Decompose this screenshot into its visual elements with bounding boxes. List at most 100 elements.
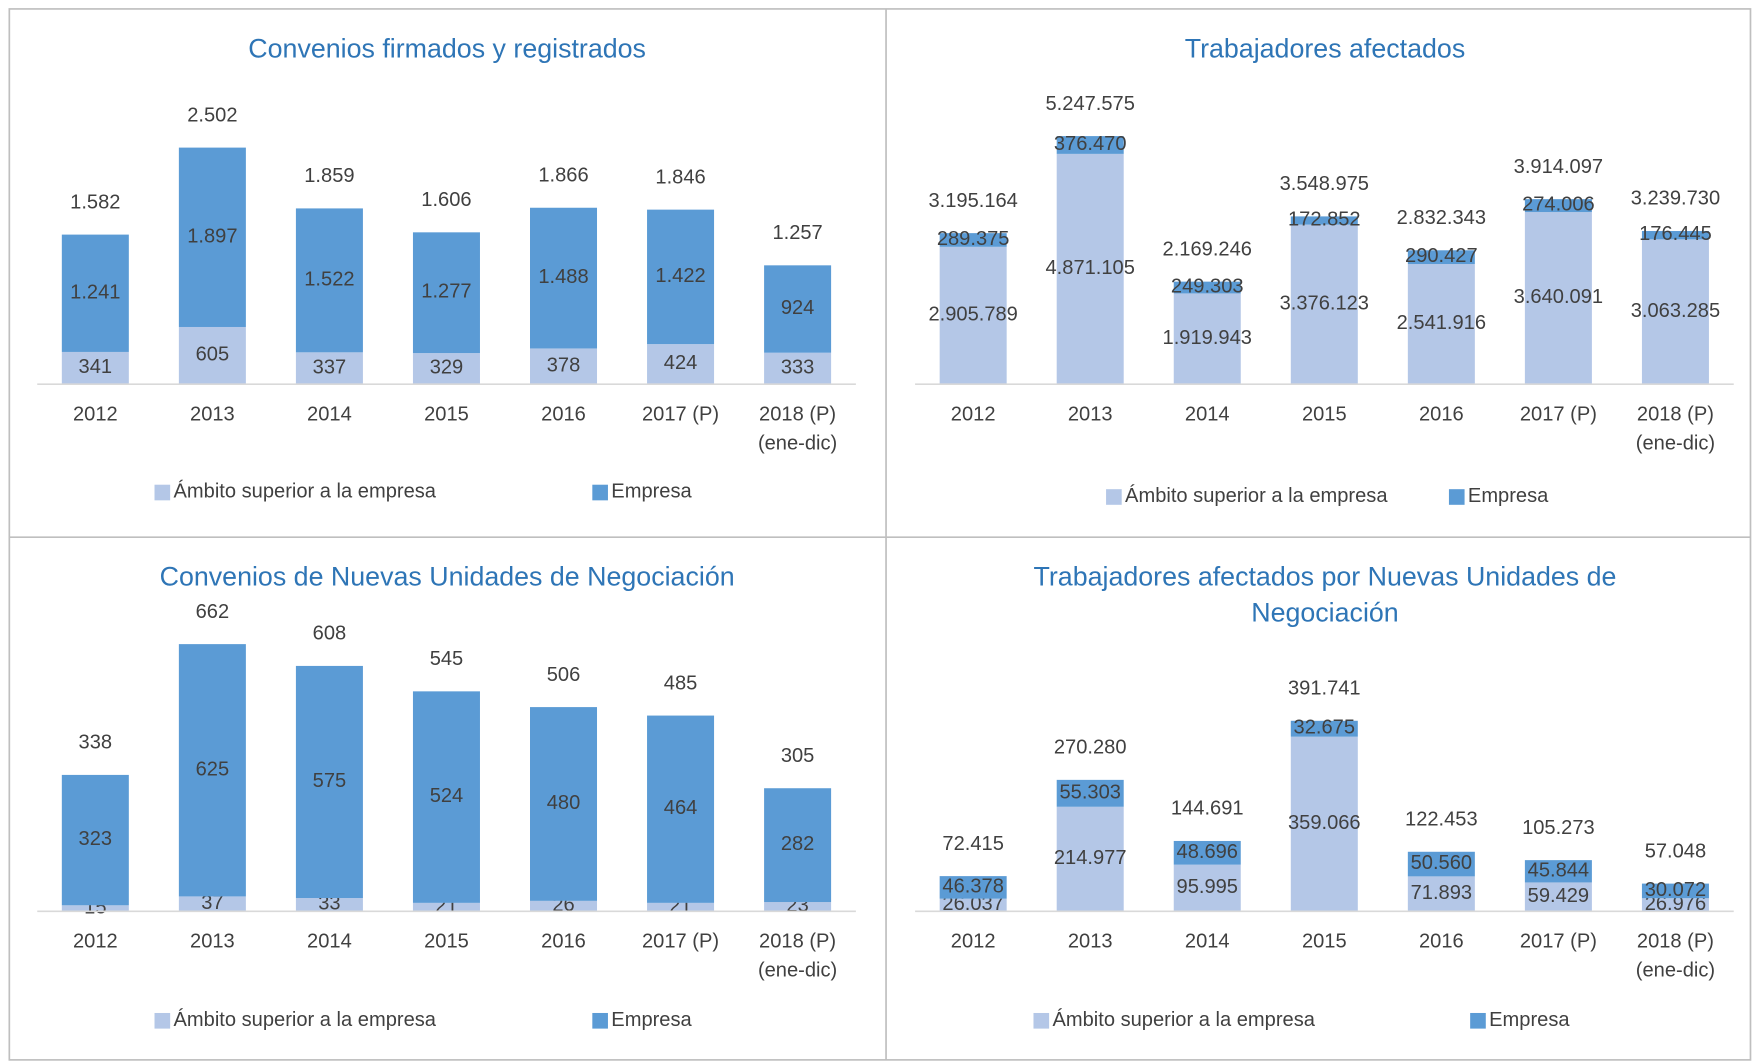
total-label: 506 (547, 664, 581, 686)
data-label: 341 (79, 356, 113, 378)
x-tick-label: 2015 (1302, 931, 1347, 953)
legend-label: Empresa (1468, 485, 1549, 507)
data-label: 4.871.105 (1046, 257, 1135, 279)
bar-segment (530, 348, 598, 385)
bar-segment (1173, 293, 1241, 385)
bar-segment (1056, 153, 1124, 385)
legend-label: Empresa (611, 481, 692, 503)
x-tick-label: 2013 (190, 931, 235, 953)
bar-segment (61, 351, 129, 385)
data-label: 924 (781, 297, 815, 319)
bar-segment (764, 902, 832, 912)
frame (8, 8, 1752, 1061)
x-tick-label: 2014 (1185, 931, 1230, 953)
data-label: 1.919.943 (1163, 327, 1252, 349)
bar-segment (1290, 736, 1358, 912)
data-label: 625 (196, 759, 230, 781)
data-label: 1.241 (70, 282, 120, 304)
data-label: 274.006 (1522, 194, 1595, 216)
bar-segment (1407, 250, 1475, 265)
bar-segment (1056, 136, 1124, 154)
x-tick-label: 2017 (P) (1520, 931, 1597, 953)
bar-segment (178, 644, 246, 897)
total-label: 122.453 (1405, 809, 1478, 831)
bar-segment (764, 265, 832, 353)
data-label: 575 (313, 770, 347, 792)
data-label: 337 (313, 357, 347, 379)
data-label: 45.844 (1528, 860, 1589, 882)
data-label: 55.303 (1059, 782, 1120, 804)
data-label: 176.445 (1639, 224, 1712, 246)
bar-segment (647, 715, 715, 903)
chart-title: Trabajadores afectados (1185, 33, 1466, 63)
legend-label: Empresa (1489, 1009, 1570, 1031)
bar-segment (939, 876, 1007, 899)
bar-segment (1524, 199, 1592, 213)
legend-swatch (592, 484, 608, 501)
total-label: 2.169.246 (1163, 239, 1252, 261)
chart-title: Trabajadores afectados por Nuevas Unidad… (1034, 562, 1617, 628)
data-label: 464 (664, 798, 698, 820)
data-label: 1.422 (655, 265, 705, 287)
bar-segment (295, 665, 363, 899)
total-label: 3.239.730 (1631, 188, 1720, 210)
data-label: 424 (664, 352, 698, 374)
data-label: 333 (781, 357, 815, 379)
x-tick-label: 2013 (190, 404, 235, 426)
total-label: 72.415 (942, 833, 1003, 855)
legend-swatch (1470, 1012, 1486, 1029)
data-label: 32.675 (1294, 717, 1355, 739)
bar-segment (1056, 779, 1124, 807)
total-label: 545 (430, 648, 464, 670)
x-tick-label: 2012 (73, 404, 118, 426)
data-label: 289.375 (937, 228, 1010, 250)
data-label: 282 (781, 833, 815, 855)
x-tick-label: 2015 (1302, 404, 1347, 426)
data-label: 50.560 (1411, 852, 1472, 874)
total-label: 1.606 (421, 189, 471, 211)
bar-segment (647, 344, 715, 385)
bar-segment (530, 207, 598, 349)
legend-label: Empresa (611, 1009, 692, 1031)
bar-segment (939, 233, 1007, 247)
legend-swatch (592, 1012, 608, 1029)
x-tick-label: 2015 (424, 931, 469, 953)
x-tick-label: 2018 (P) (ene-dic) (1636, 931, 1715, 982)
total-label: 1.859 (304, 165, 354, 187)
total-label: 3.548.975 (1280, 173, 1369, 195)
data-label: 524 (430, 785, 464, 807)
bar-segment (412, 232, 480, 354)
data-label: 95.995 (1177, 876, 1238, 898)
legend-swatch (154, 484, 171, 501)
total-label: 391.741 (1288, 678, 1361, 700)
bar-segment (1524, 882, 1592, 912)
bar-segment (61, 234, 129, 352)
data-label: 329 (430, 357, 464, 379)
data-label: 1.277 (421, 281, 471, 303)
bar-segment (412, 902, 480, 912)
total-label: 2.832.343 (1397, 207, 1486, 229)
x-tick-label: 2017 (P) (642, 931, 719, 953)
bar-segment (295, 352, 363, 385)
x-tick-label: 2016 (541, 931, 586, 953)
bar-segment (1524, 860, 1592, 883)
x-tick-label: 2018 (P) (ene-dic) (758, 404, 837, 455)
total-label: 57.048 (1645, 841, 1706, 863)
bar-segment (295, 898, 363, 912)
bar-segment (412, 691, 480, 903)
total-label: 485 (664, 673, 698, 695)
x-tick-label: 2017 (P) (642, 404, 719, 426)
total-label: 3.914.097 (1514, 156, 1603, 178)
data-label: 3.063.285 (1631, 300, 1720, 322)
bar-segment (1641, 883, 1709, 899)
x-tick-label: 2013 (1068, 931, 1113, 953)
bar-segment (1641, 231, 1709, 240)
data-label: 1.488 (538, 266, 588, 288)
chart-title: Convenios firmados y registrados (248, 33, 646, 63)
bar-segment (647, 902, 715, 912)
data-label: 26.037 (942, 893, 1003, 915)
x-tick-label: 2012 (951, 404, 996, 426)
x-tick-label: 2015 (424, 404, 469, 426)
